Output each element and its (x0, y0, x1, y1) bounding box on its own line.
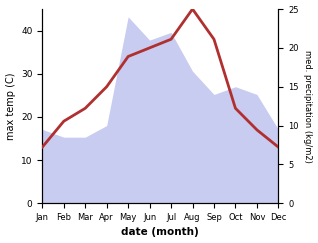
Y-axis label: med. precipitation (kg/m2): med. precipitation (kg/m2) (303, 50, 313, 163)
Y-axis label: max temp (C): max temp (C) (5, 72, 16, 140)
X-axis label: date (month): date (month) (121, 227, 199, 237)
